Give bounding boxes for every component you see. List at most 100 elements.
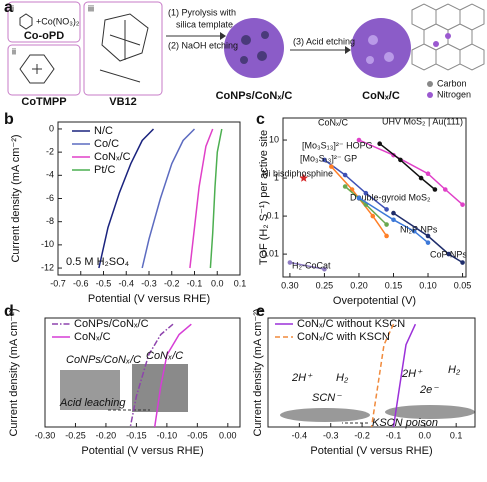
annotation: 0.5 M H₂SO₄ (66, 256, 130, 268)
x-tick-label: -0.7 (50, 278, 66, 288)
y-tick-label: 0 (49, 123, 54, 133)
marker (322, 157, 327, 163)
marker (342, 184, 348, 189)
carbon-key (427, 81, 433, 87)
x-tick-label: -0.4 (292, 430, 308, 440)
x-tick-label: 0.00 (219, 430, 237, 440)
x-tick-label: 0.20 (350, 280, 368, 290)
marker (460, 260, 465, 265)
legend-label: CoNₓ/C with KSCN (297, 331, 390, 343)
series-label: CoNₓ/C (318, 117, 348, 127)
marker (432, 187, 438, 192)
marker (370, 213, 376, 219)
precursor-name: CoTMPP (21, 96, 66, 108)
series-label: [Mo₃S₁₃]²⁻ GP (300, 153, 357, 163)
x-tick-label: 0.1 (450, 430, 463, 440)
panel-letter: b (4, 111, 14, 128)
marker (356, 137, 362, 143)
box-label: iii (88, 3, 94, 13)
pore (257, 51, 267, 61)
catalyst-surface (385, 405, 475, 419)
y-axis-label: TOF (H₂ S⁻¹) per active site (258, 130, 270, 265)
nitrogen-key (427, 92, 433, 98)
annotation: Acid leaching (59, 397, 126, 409)
x-tick-label: -0.2 (164, 278, 180, 288)
tem-image (60, 370, 120, 410)
x-tick-label: 0.0 (211, 278, 224, 288)
x-tick-label: -0.15 (126, 430, 147, 440)
marker (287, 260, 293, 265)
x-axis-label: Overpotential (V) (333, 295, 416, 307)
series-line (358, 197, 429, 244)
atom-key: Carbon (437, 78, 467, 88)
y-axis-label: Current density (mA cm⁻²) (8, 308, 20, 436)
x-tick-label: -0.20 (96, 430, 117, 440)
x-tick-label: 0.25 (316, 280, 334, 290)
panel-letter: a (4, 0, 13, 16)
x-tick-label: 0.05 (454, 280, 472, 290)
marker (299, 173, 308, 182)
series-line (393, 212, 463, 264)
arrow-head (220, 32, 226, 40)
annotation: CoNPs/CoNₓ/C (66, 354, 141, 366)
x-tick-label: 0.15 (385, 280, 403, 290)
series-label: Ni bisdiphosphine (262, 168, 333, 178)
x-tick-label: 0.1 (234, 278, 247, 288)
product-name: CoNₓ/C (362, 90, 400, 102)
axis-frame (44, 317, 241, 428)
series-line (129, 323, 174, 428)
molecule (19, 54, 55, 84)
x-tick-label: -0.1 (187, 278, 203, 288)
marker (391, 210, 396, 216)
marker (356, 195, 362, 201)
series-label: H₂-CoCat (292, 260, 331, 270)
scheme (7, 1, 485, 98)
marker (411, 228, 417, 234)
legend-label: Pt/C (94, 164, 115, 176)
precursor-name: Co-oPD (24, 30, 64, 42)
sphere (351, 18, 411, 78)
nitrogen-atom (445, 33, 451, 39)
x-tick-label: -0.30 (35, 430, 56, 440)
annotation: 2e⁻ (419, 384, 439, 396)
marker (442, 187, 448, 192)
series-line (289, 261, 325, 270)
x-tick-label: -0.3 (141, 278, 157, 288)
series-line (189, 128, 214, 269)
atom-key: Nitrogen (437, 89, 471, 99)
annotation: 2H⁺ (291, 372, 313, 384)
x-tick-label: 0.30 (281, 280, 299, 290)
marker (384, 207, 389, 212)
marker (363, 190, 369, 196)
x-tick-label: -0.3 (323, 430, 339, 440)
series-line (209, 128, 223, 269)
y-tick-label: -10 (41, 239, 54, 249)
marker (342, 172, 348, 178)
axis-frame (282, 117, 467, 278)
marker (391, 217, 396, 223)
nitrogen-atom (433, 41, 439, 47)
series-line (330, 166, 388, 237)
y-axis-label: Current density (mA cm⁻²) (10, 134, 22, 262)
x-tick-label: -0.5 (96, 278, 112, 288)
legend-label: N/C (94, 125, 113, 137)
graphene-lattice (411, 3, 485, 71)
step-label: silica template (176, 19, 233, 29)
annotation: H₂ (336, 372, 349, 384)
precursor-name: VB12 (109, 96, 137, 108)
y-tick-label: -8 (46, 216, 54, 226)
marker (329, 164, 334, 169)
annotation: KSCN poison (372, 417, 438, 429)
legend-label: CoNₓ/C without KSCN (297, 318, 405, 330)
molecule (19, 13, 33, 30)
catalyst-surface (280, 408, 370, 422)
x-tick-label: -0.4 (118, 278, 134, 288)
series-label: CoP NPs (430, 249, 467, 259)
panel-letter: c (256, 111, 265, 128)
y-tick-label: -4 (46, 170, 54, 180)
pore (384, 52, 394, 62)
precursor-box (83, 1, 163, 96)
y-tick-label: -2 (46, 147, 54, 157)
y-tick-label: 1 (274, 172, 279, 182)
